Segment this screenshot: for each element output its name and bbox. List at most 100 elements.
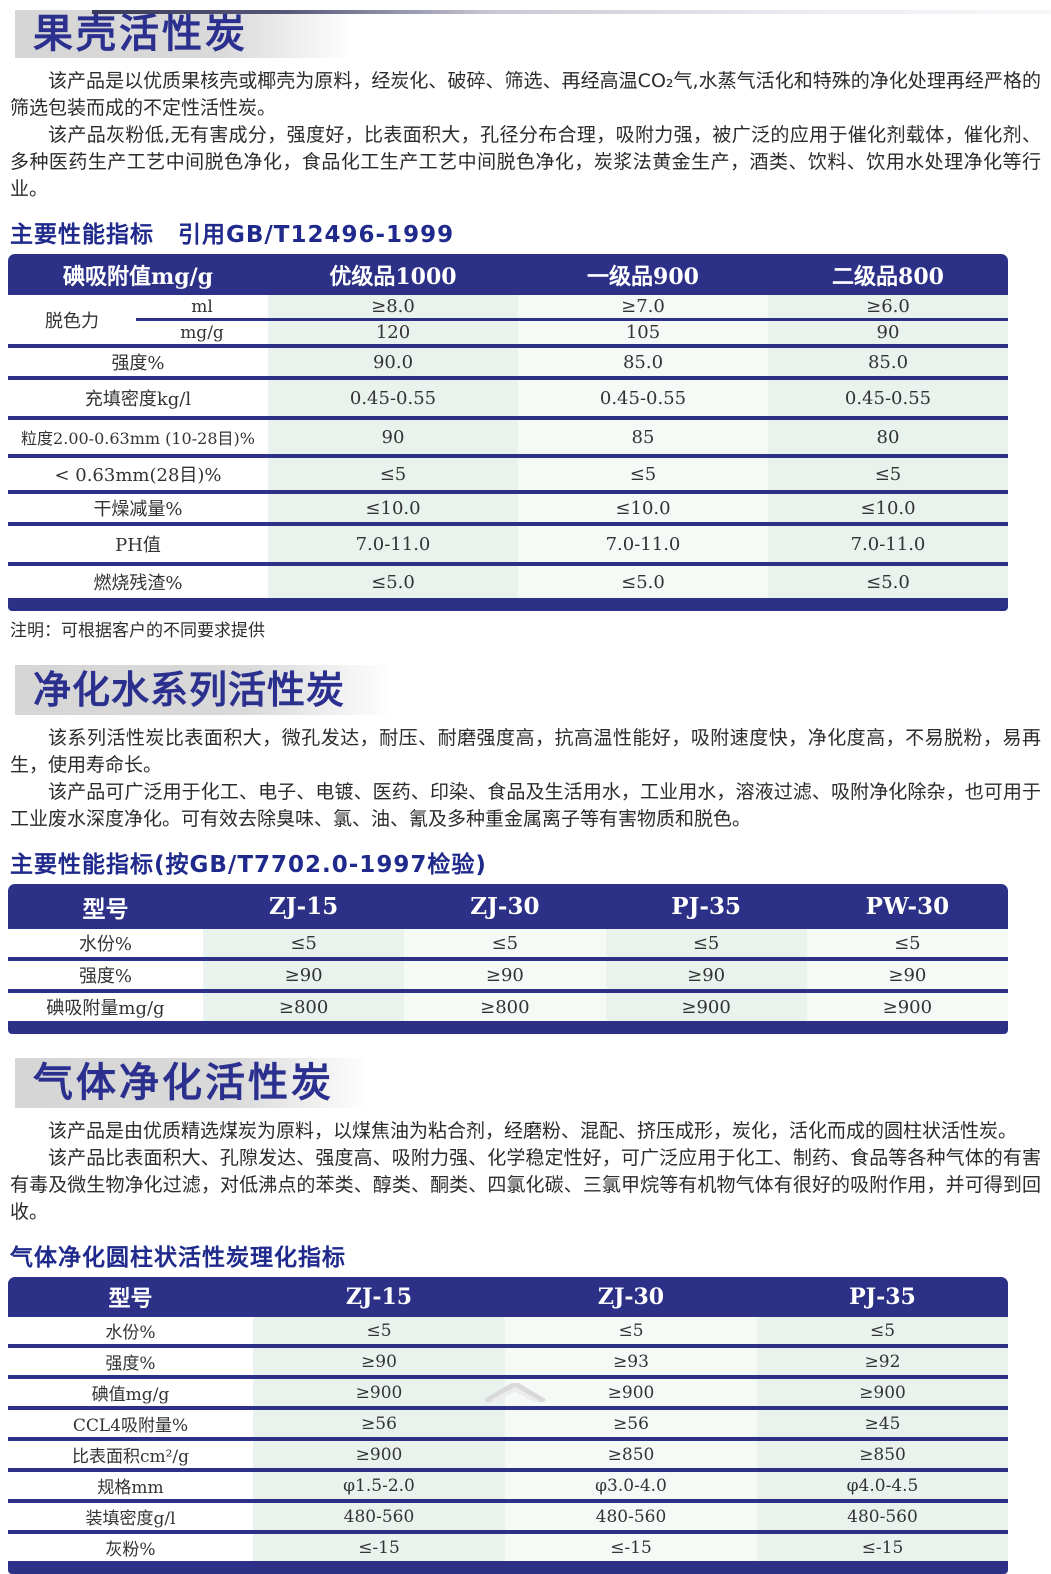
table-cell: φ1.5-2.0 bbox=[253, 1472, 505, 1499]
table-cell: ≤5.0 bbox=[518, 566, 768, 598]
column-header: ZJ-30 bbox=[470, 893, 540, 920]
table-row: 水份% ≤5 ≤5 ≤5 ≤5 bbox=[8, 929, 1008, 961]
table-cell: ≥90 bbox=[806, 961, 1008, 989]
table-bottom-bar bbox=[8, 1025, 1008, 1034]
table-row: CCL4吸附量% ≥56 ≥56 ≥45 bbox=[8, 1410, 1008, 1441]
table-cell: ≥8.0 bbox=[268, 295, 518, 321]
scan-artifact-line bbox=[92, 10, 1051, 14]
column-header: PW-30 bbox=[865, 893, 950, 920]
table-row: 干燥减量% ≤10.0 ≤10.0 ≤10.0 bbox=[8, 494, 1008, 526]
column-header: ZJ-15 bbox=[345, 1284, 413, 1310]
table-row: 充填密度kg/l 0.45-0.55 0.45-0.55 0.45-0.55 bbox=[8, 380, 1008, 420]
table-cell: ≥900 bbox=[605, 993, 807, 1021]
table-row: 燃烧残渣% ≤5.0 ≤5.0 ≤5.0 bbox=[8, 566, 1008, 602]
table-cell: ≥93 bbox=[505, 1348, 757, 1375]
section-title-water-carbon: 净化水系列活性炭 bbox=[33, 668, 346, 712]
row-label: 干燥减量% bbox=[93, 499, 183, 520]
table-row: PH值 7.0-11.0 7.0-11.0 7.0-11.0 bbox=[8, 526, 1008, 566]
section-intro-shell-carbon: 该产品是以优质果核壳或椰壳为原料，经炭化、破碎、筛选、再经高温CO₂气,水蒸气活… bbox=[10, 68, 1041, 203]
table-row: 碘吸附量mg/g ≥800 ≥800 ≥900 ≥900 bbox=[8, 993, 1008, 1025]
row-label: 水份% bbox=[78, 934, 133, 955]
table-cell: 120 bbox=[268, 321, 518, 344]
row-label: PH值 bbox=[115, 535, 161, 556]
watermark-swoosh bbox=[484, 1383, 546, 1402]
row-label: 脱色力 bbox=[45, 310, 99, 332]
table-cell: 90.0 bbox=[268, 348, 518, 376]
table-cell: ≤5 bbox=[505, 1317, 757, 1344]
table-cell: ≥6.0 bbox=[768, 295, 1008, 321]
table-cell: ≥800 bbox=[404, 993, 606, 1021]
paragraph: 该产品灰粉低,无有害成分，强度好，比表面积大，孔径分布合理，吸附力强，被广泛的应… bbox=[10, 124, 1041, 200]
table-cell: ≤5 bbox=[203, 929, 405, 957]
section-title-box-shell-carbon: 果壳活性炭 bbox=[15, 10, 347, 58]
row-label: 规格mm bbox=[97, 1478, 164, 1498]
table-cell: 85.0 bbox=[768, 348, 1008, 376]
table-cell: 0.45-0.55 bbox=[768, 380, 1008, 416]
table-cell: 480-560 bbox=[505, 1503, 757, 1530]
row-sublabel: ml bbox=[136, 295, 268, 321]
table-cell: ≥800 bbox=[203, 993, 405, 1021]
section-intro-water-carbon: 该系列活性炭比表面积大，微孔发达，耐压、耐磨强度高，抗高温性能好，吸附速度快，净… bbox=[10, 725, 1041, 833]
paragraph: 该产品可广泛用于化工、电子、电镀、医药、印染、食品及生活用水，工业用水，溶液过滤… bbox=[10, 781, 1041, 830]
row-label: 装填密度g/l bbox=[85, 1509, 176, 1529]
section-title-box-gas-carbon: 气体净化活性炭 bbox=[15, 1058, 363, 1108]
column-header: PJ-35 bbox=[671, 893, 741, 920]
table-cell: ≤5 bbox=[806, 929, 1008, 957]
table-cell: ≥56 bbox=[253, 1410, 505, 1437]
table-cell: φ4.0-4.5 bbox=[757, 1472, 1008, 1499]
table-cell: 480-560 bbox=[253, 1503, 505, 1530]
table-cell: 0.45-0.55 bbox=[518, 380, 768, 416]
table-row: < 0.63mm(28目)% ≤5 ≤5 ≤5 bbox=[8, 458, 1008, 494]
column-header: 碘吸附值mg/g bbox=[62, 263, 214, 290]
spec-heading-water-carbon: 主要性能指标(按GB/T7702.0-1997检验) bbox=[10, 852, 487, 878]
table-cell: 80 bbox=[768, 420, 1008, 454]
row-label: 充填密度kg/l bbox=[84, 389, 192, 410]
table-cell: ≥900 bbox=[806, 993, 1008, 1021]
table-cell: ≥90 bbox=[203, 961, 405, 989]
decolorization-group-rows: 脱色力 ml ≥8.0 ≥7.0 ≥6.0 mg/g 120 105 90 bbox=[8, 295, 1008, 348]
water-carbon-spec-table: 型号 ZJ-15 ZJ-30 PJ-35 PW-30 水份% ≤5 ≤5 ≤5 … bbox=[8, 884, 1008, 1034]
table-cell: φ3.0-4.0 bbox=[505, 1472, 757, 1499]
shell-carbon-spec-table: 碘吸附值mg/g 优级品1000 一级品900 二级品800 脱色力 ml ≥8… bbox=[8, 254, 1008, 611]
table-row: 规格mm φ1.5-2.0 φ3.0-4.0 φ4.0-4.5 bbox=[8, 1472, 1008, 1503]
column-header: 型号 bbox=[108, 1286, 153, 1312]
table-cell: ≥56 bbox=[505, 1410, 757, 1437]
row-label: 燃烧残渣% bbox=[93, 573, 183, 594]
table-row: 比表面积cm²/g ≥900 ≥850 ≥850 bbox=[8, 1441, 1008, 1472]
table-cell: ≥850 bbox=[505, 1441, 757, 1468]
table-cell: 90 bbox=[268, 420, 518, 454]
table-cell: 0.45-0.55 bbox=[268, 380, 518, 416]
table-cell: ≤5 bbox=[768, 458, 1008, 490]
table-cell: 85 bbox=[518, 420, 768, 454]
table-cell: 85.0 bbox=[518, 348, 768, 376]
table-cell: ≤5 bbox=[518, 458, 768, 490]
section-title-box-water-carbon: 净化水系列活性炭 bbox=[15, 665, 387, 715]
row-label: 强度% bbox=[111, 353, 165, 374]
table-cell: ≥900 bbox=[757, 1379, 1008, 1406]
table-cell: 90 bbox=[768, 321, 1008, 344]
table-cell: ≤5 bbox=[268, 458, 518, 490]
table-cell: ≥90 bbox=[404, 961, 606, 989]
table-cell: 7.0-11.0 bbox=[518, 526, 768, 562]
table-bottom-bar bbox=[8, 602, 1008, 611]
table-header-row: 型号 ZJ-15 ZJ-30 PJ-35 PW-30 bbox=[8, 884, 1008, 929]
section-title-shell-carbon: 果壳活性炭 bbox=[33, 11, 248, 57]
section-title-gas-carbon: 气体净化活性炭 bbox=[33, 1060, 334, 1106]
table-cell: ≤-15 bbox=[253, 1534, 505, 1561]
row-label: 强度% bbox=[78, 966, 133, 987]
table-cell: ≥90 bbox=[605, 961, 807, 989]
table-cell: ≥900 bbox=[253, 1441, 505, 1468]
row-sublabel: mg/g bbox=[180, 322, 224, 343]
column-header: ZJ-30 bbox=[597, 1284, 665, 1310]
table-cell: ≤5.0 bbox=[268, 566, 518, 598]
paragraph: 该产品是由优质精选煤炭为原料，以煤焦油为粘合剂，经磨粉、混配、挤压成形，炭化，活… bbox=[48, 1120, 1018, 1142]
table-cell: ≤5.0 bbox=[768, 566, 1008, 598]
row-label: 比表面积cm²/g bbox=[71, 1447, 190, 1467]
table-cell: ≤10.0 bbox=[518, 494, 768, 522]
table-cell: ≥45 bbox=[757, 1410, 1008, 1437]
spec-heading-gas-carbon: 气体净化圆柱状活性炭理化指标 bbox=[10, 1245, 346, 1271]
spec-heading-shell-carbon: 主要性能指标 引用GB/T12496-1999 bbox=[10, 222, 455, 248]
table-cell: 480-560 bbox=[757, 1503, 1008, 1530]
table-cell: 7.0-11.0 bbox=[268, 526, 518, 562]
row-label: CCL4吸附量% bbox=[72, 1416, 189, 1436]
